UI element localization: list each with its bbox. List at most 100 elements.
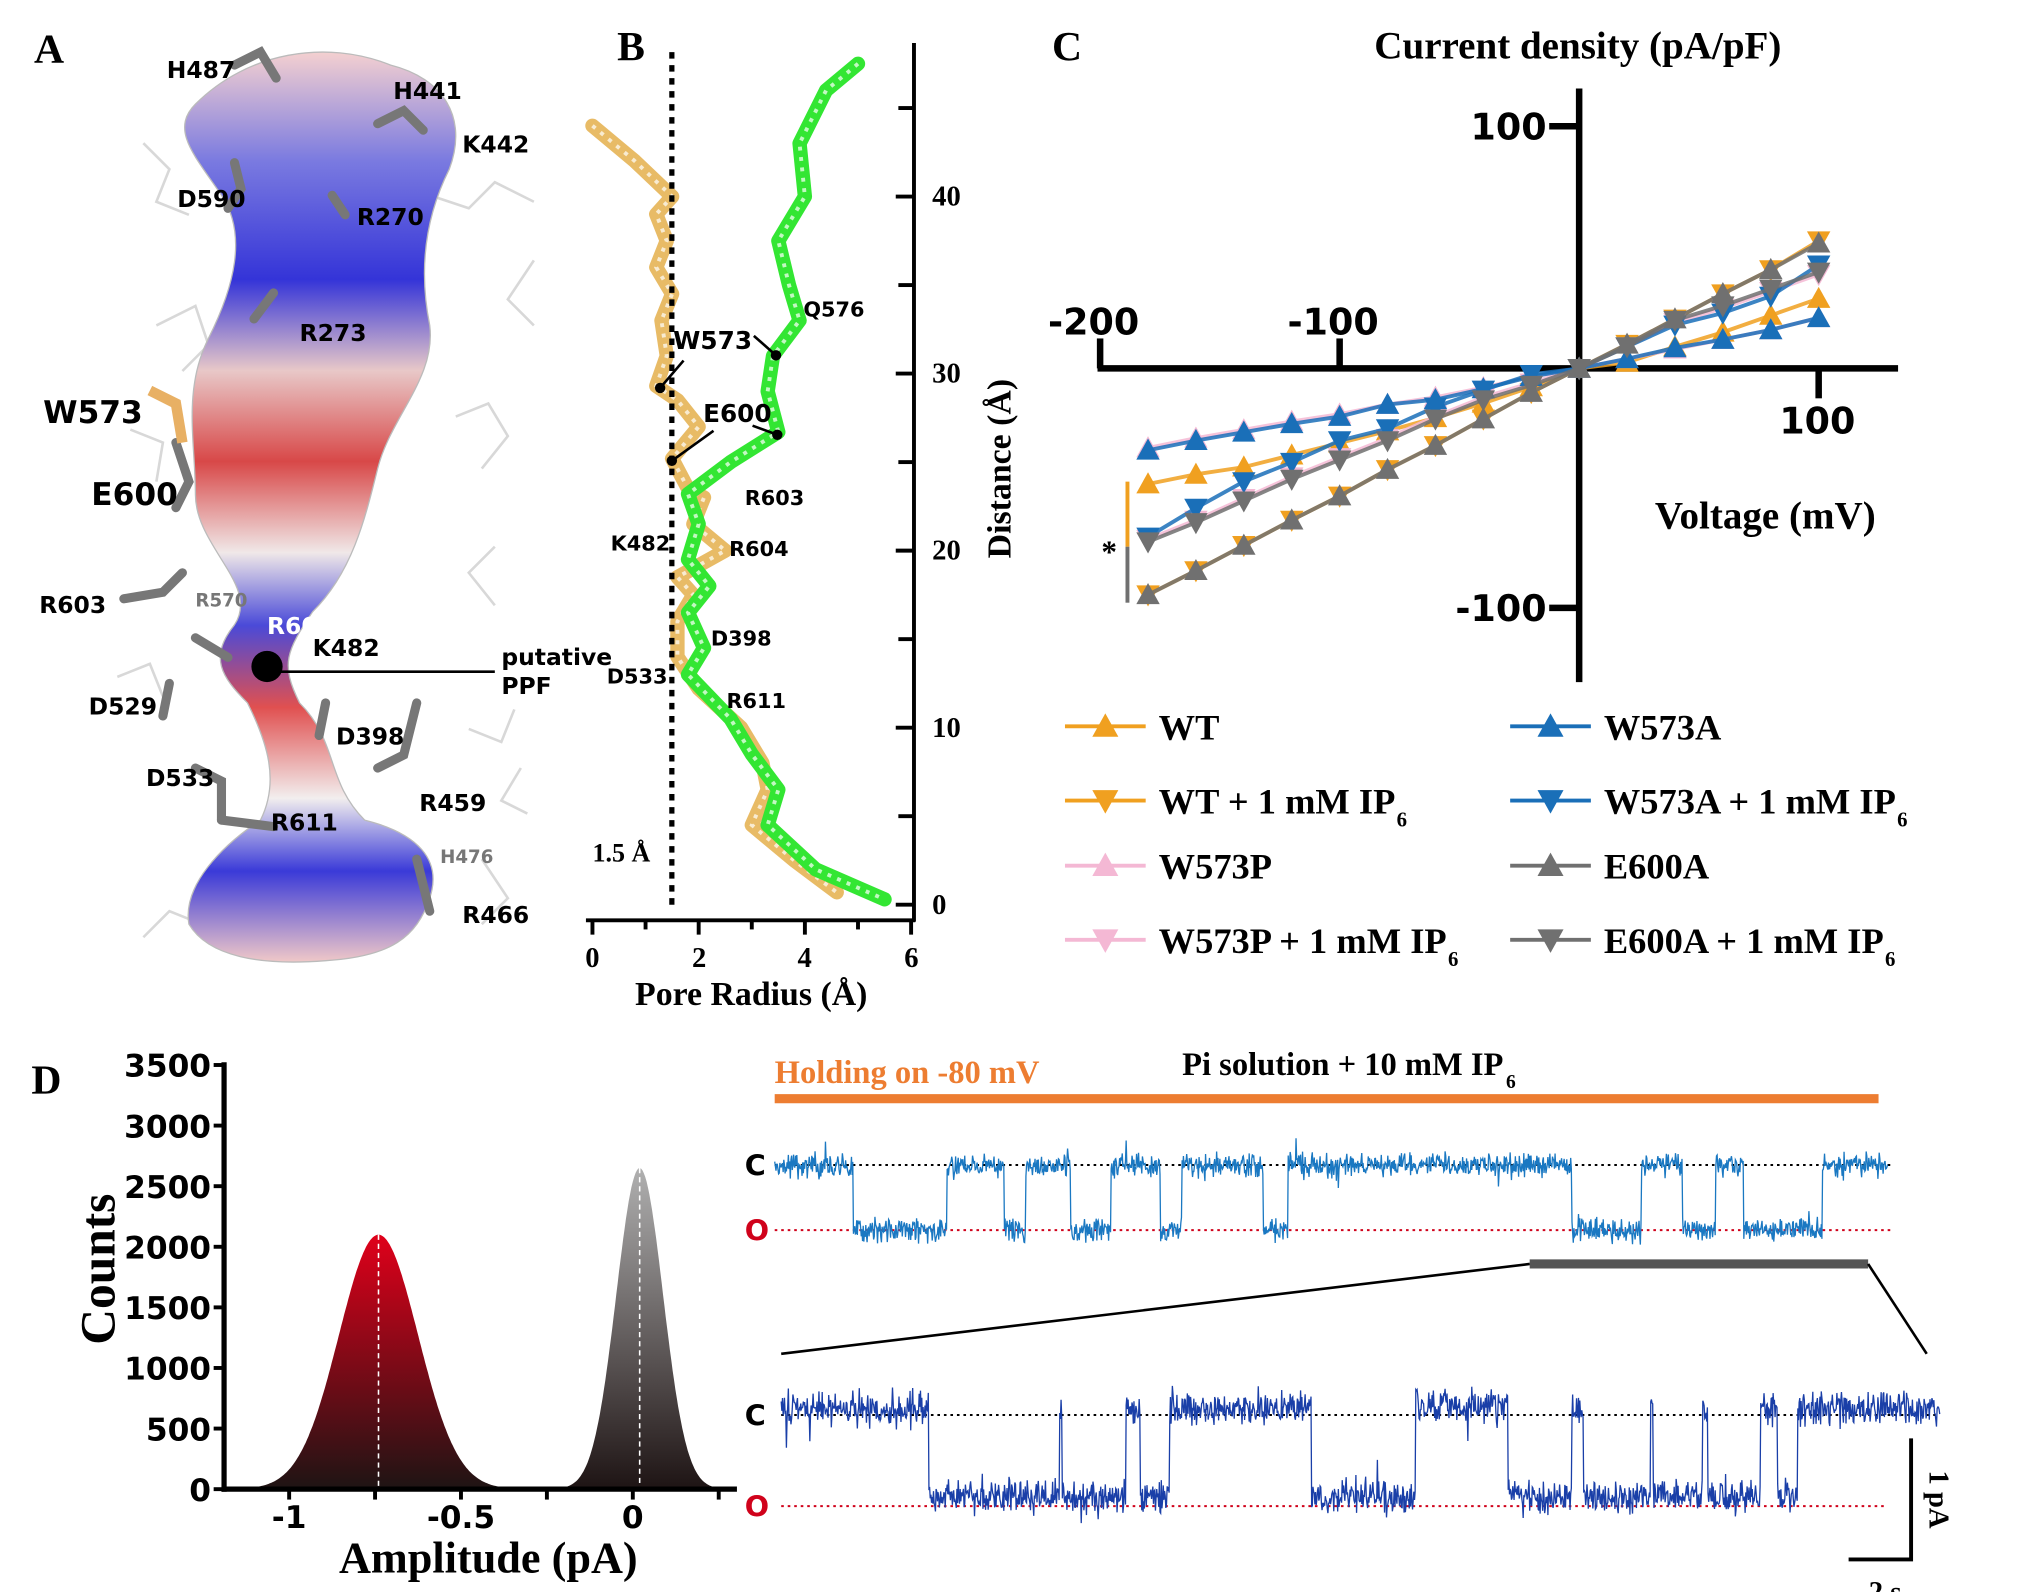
legend-label-subscript: 6	[1885, 947, 1895, 971]
residue-label: K442	[462, 130, 529, 158]
data-point-marker	[1280, 452, 1304, 475]
residue-label: R570	[195, 591, 247, 612]
annotation: D398	[711, 627, 772, 651]
x-tick-label: 0	[622, 1500, 644, 1536]
level-labels: C O C O	[745, 1148, 769, 1523]
electrostatic-surface	[184, 51, 457, 963]
scale-bar	[1848, 1438, 1914, 1562]
data-point-marker	[1375, 457, 1400, 479]
legend-item: W573A	[1510, 707, 1722, 747]
data-point-marker	[1136, 438, 1160, 460]
residue-label: R604	[267, 612, 334, 640]
data-point-marker	[1567, 359, 1591, 381]
x-tick-label: 100	[1779, 399, 1855, 442]
data-point-marker	[1184, 498, 1208, 520]
pore-profile-series	[680, 56, 892, 907]
y-tick-labels: 0 500 1000 1500 2000 2500 3000 3500	[124, 1049, 211, 1509]
closed-label: C	[745, 1398, 766, 1432]
data-point-marker	[1423, 397, 1448, 419]
residue-label: R273	[300, 319, 367, 347]
y-tick-label: 10	[932, 712, 961, 744]
legend-item: WT + 1 mM IP 6	[1064, 782, 1407, 832]
background-sticks	[116, 142, 535, 939]
annotation-points	[654, 350, 783, 467]
residue-label: R611	[271, 808, 338, 836]
residue-label: R603	[39, 591, 106, 619]
x-tick-label: 0	[585, 942, 599, 974]
legend-label-subscript: 6	[1448, 947, 1458, 971]
residue-label: H441	[393, 77, 462, 105]
data-point-marker	[1806, 286, 1831, 308]
tick-labels: 0 2 4 6 0 10 20 30 40 Pore Radius (Å) Di…	[585, 181, 1018, 1013]
residue-labels: H487 H441 K442 D590 R270 R273 W573 E600 …	[39, 56, 612, 929]
data-point-marker	[1759, 279, 1783, 301]
data-point-marker	[1711, 327, 1735, 349]
pore-radius-chart: 0 2 4 6 0 10 20 30 40 Pore Radius (Å) Di…	[585, 42, 1018, 1013]
open-label: O	[745, 1490, 769, 1524]
residue-label: D529	[89, 693, 157, 721]
histogram-areas	[220, 1168, 734, 1490]
annotation: Q576	[803, 297, 864, 321]
panel-label-c: C	[1052, 24, 1082, 70]
data-point-marker	[1184, 513, 1208, 535]
data-point-marker	[1327, 431, 1352, 453]
legend-marker-icon	[1537, 929, 1564, 953]
legend-label-subscript: 6	[1897, 808, 1907, 832]
legend-label: WT + 1 mM IP	[1159, 782, 1396, 822]
legend-item: W573A + 1 mM IP 6	[1510, 782, 1908, 832]
data-point-marker	[1423, 433, 1448, 455]
pore-surface-structure: H487 H441 K442 D590 R270 R273 W573 E600 …	[39, 46, 612, 963]
residue-label: W573	[43, 395, 143, 431]
single-channel-recordings: Holding on -80 mV Pi solution + 10 mM IP…	[745, 1047, 1955, 1592]
residue-label: R270	[357, 203, 424, 231]
annotation: R611	[727, 689, 786, 713]
annotation: D533	[607, 664, 668, 688]
residue-label: D533	[146, 764, 214, 792]
annotation-leaders	[659, 334, 778, 462]
data-point-marker	[1184, 462, 1208, 484]
annotation: R604	[729, 537, 788, 561]
ppf-label: PPF	[501, 672, 551, 700]
data-point-marker	[1327, 404, 1352, 426]
amplitude-histogram: Counts Amplitude (pA) -1 -0.5 0 0 500 1000…	[71, 1049, 737, 1582]
panel-label-d: D	[31, 1057, 61, 1103]
residue-label: E600	[91, 477, 178, 513]
residue-sticks	[119, 46, 435, 916]
residue-label: D590	[177, 185, 245, 213]
legend-item: WT	[1064, 707, 1219, 747]
data-point-marker	[1519, 375, 1543, 397]
data-point-marker	[1806, 306, 1831, 328]
data-point-marker	[1663, 336, 1687, 358]
data-point-marker	[1136, 583, 1160, 605]
zoomed-trace	[780, 1385, 1941, 1524]
data-point-marker	[1136, 532, 1160, 554]
histogram-peak	[220, 1234, 537, 1490]
data-point-marker	[1375, 419, 1400, 441]
residue-label: R466	[462, 901, 529, 929]
data-point-marker	[1759, 257, 1783, 280]
data-point-marker	[1519, 365, 1543, 387]
legend-label: E600A + 1 mM IP	[1604, 921, 1884, 961]
chart-title: Current density (pA/pF)	[1374, 25, 1781, 68]
x-tick-label: -1	[272, 1500, 307, 1536]
zoom-connector	[781, 1262, 1530, 1356]
legend-marker-icon	[1092, 929, 1119, 953]
residue-label: K482	[313, 634, 380, 662]
legend-item: W573P + 1 mM IP 6	[1064, 921, 1458, 971]
legend-label: W573A + 1 mM IP	[1604, 782, 1896, 822]
y-tick-label: -100	[1455, 587, 1546, 630]
y-tick-label: 3500	[124, 1049, 211, 1085]
x-tick-label: 2	[692, 942, 706, 974]
legend-marker-icon	[1537, 852, 1564, 877]
legend-marker-icon	[1537, 713, 1564, 737]
data-point-marker	[1280, 508, 1304, 530]
data-point-marker	[1615, 337, 1639, 359]
y-tick-label: 100	[1471, 105, 1547, 148]
pore-profiles	[585, 56, 892, 907]
w573-sidechain	[147, 385, 188, 444]
x-axis-title: Amplitude (pA)	[339, 1533, 638, 1582]
legend-label-subscript: 6	[1397, 808, 1407, 832]
data-point-marker	[1806, 231, 1831, 253]
data-point-marker	[1375, 431, 1400, 453]
